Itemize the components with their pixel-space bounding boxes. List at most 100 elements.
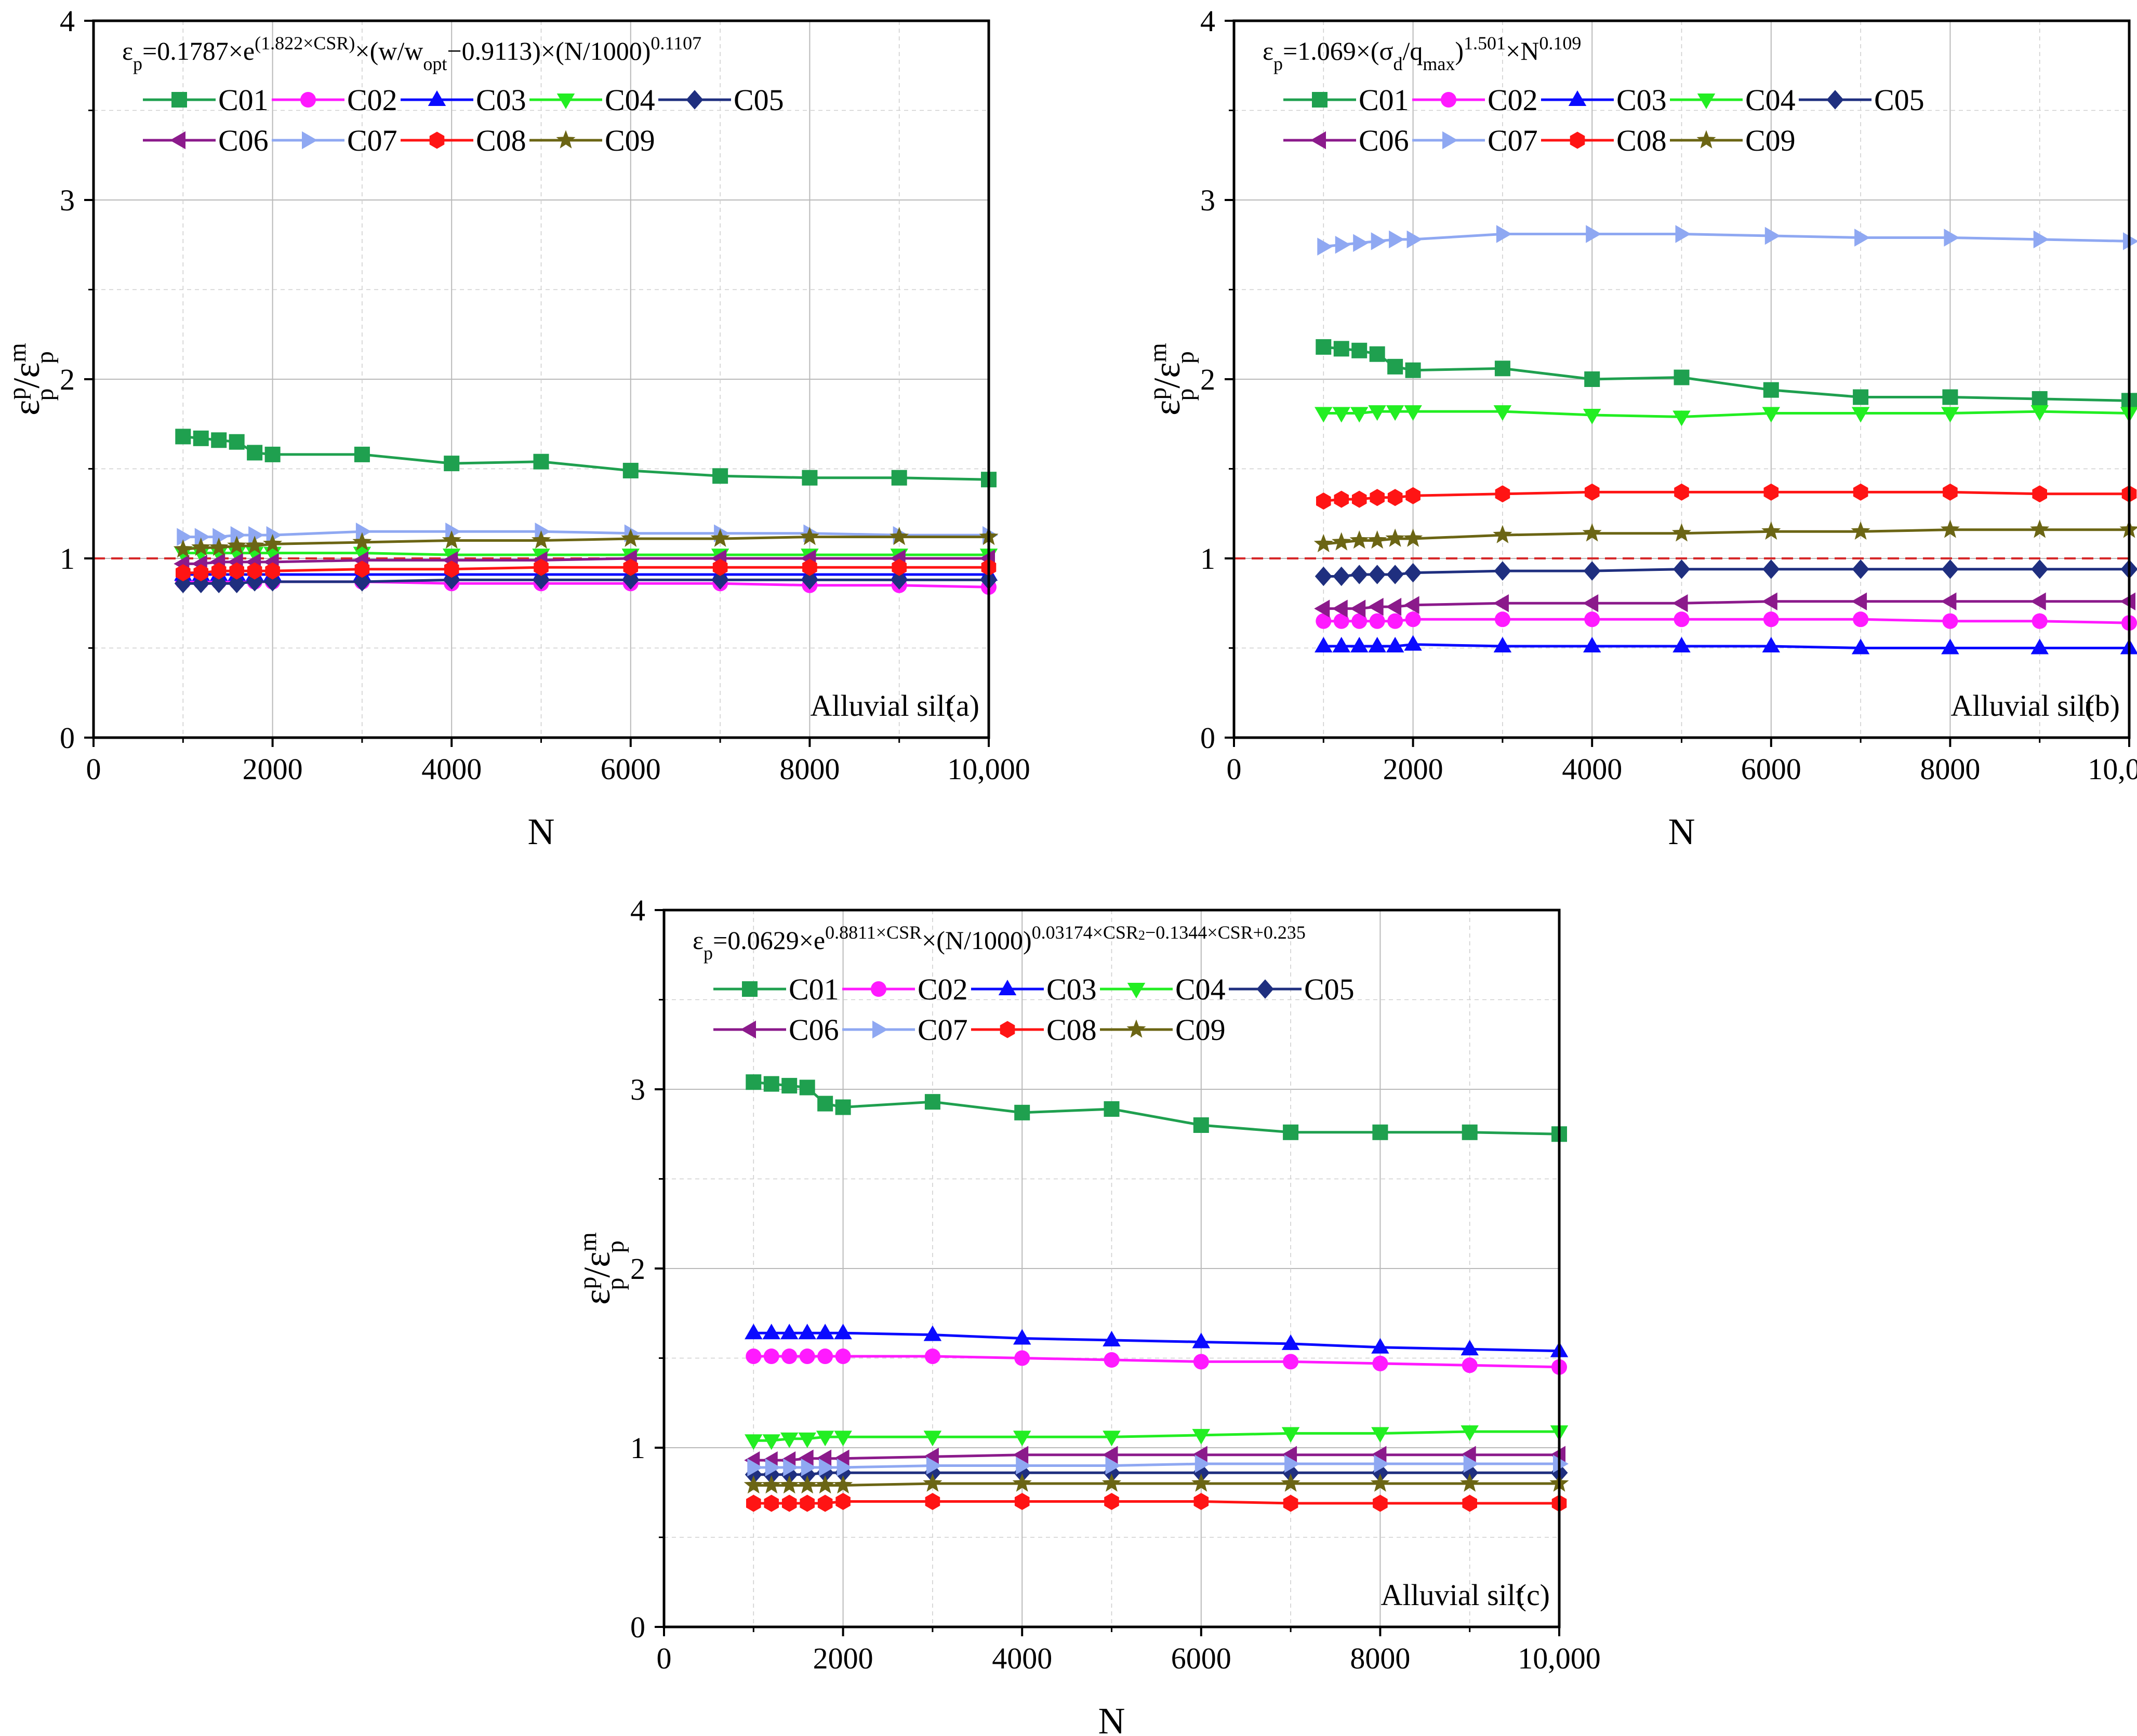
legend-item-C05: C05 <box>658 83 784 117</box>
point-C01-7 <box>1584 371 1600 387</box>
point-C06-4 <box>1386 597 1402 616</box>
x-tick-label: 2000 <box>243 752 303 786</box>
point-C04-11 <box>1371 1427 1389 1443</box>
point-C08-9 <box>1193 1493 1209 1510</box>
point-C02-6 <box>924 1348 940 1365</box>
point-C06-13 <box>2120 592 2135 611</box>
legend-label: C01 <box>789 972 839 1006</box>
point-C08-8 <box>534 558 549 576</box>
point-C02-5 <box>1405 611 1421 627</box>
point-C09-11 <box>800 527 819 545</box>
legend-item-C07: C07 <box>272 124 397 157</box>
legend-marker <box>429 131 445 149</box>
series-C04 <box>1315 405 2137 426</box>
point-C09-5 <box>263 533 283 553</box>
y-axis-label: εpp/εmp <box>574 1232 629 1305</box>
point-C09-8 <box>1101 1473 1122 1492</box>
point-C08-4 <box>247 562 262 580</box>
series-C08 <box>176 558 997 582</box>
point-C02-8 <box>1104 1352 1120 1368</box>
panel-label: (c) <box>1517 1578 1550 1612</box>
point-C04-0 <box>174 546 192 563</box>
point-C01-9 <box>622 462 639 478</box>
legend-label: C02 <box>1488 83 1538 117</box>
point-C07-5 <box>266 526 282 544</box>
point-C08-10 <box>712 558 728 576</box>
point-C07-5 <box>1406 230 1423 249</box>
point-C03-1 <box>1332 637 1351 653</box>
point-C07-4 <box>248 526 264 544</box>
legend-item-C08: C08 <box>401 124 526 157</box>
y-axis-label: εpp/εmp <box>4 343 59 416</box>
point-C08-11 <box>1373 1494 1388 1512</box>
point-C01-8 <box>1674 369 1690 385</box>
point-C03-0 <box>1315 637 1333 653</box>
point-C04-7 <box>1583 409 1601 424</box>
y-tick-label: 3 <box>60 183 75 217</box>
point-C04-5 <box>1404 405 1422 421</box>
point-C09-7 <box>442 530 461 549</box>
point-C04-1 <box>762 1434 781 1450</box>
point-C01-6 <box>1494 360 1510 377</box>
point-C03-9 <box>1192 1332 1211 1348</box>
series-C06 <box>1314 592 2135 618</box>
point-C08-5 <box>1405 487 1421 504</box>
point-C03-12 <box>2030 638 2049 655</box>
y-tick-label: 0 <box>60 721 75 755</box>
point-C05-0 <box>1315 566 1332 586</box>
x-tick-label: 8000 <box>779 752 840 786</box>
legend-item-C06: C06 <box>713 1013 839 1047</box>
point-C04-12 <box>1461 1425 1479 1441</box>
legend-marker <box>1441 92 1456 108</box>
point-C09-0 <box>1313 533 1333 553</box>
y-tick-label: 4 <box>630 893 645 927</box>
point-C07-10 <box>1284 1454 1300 1473</box>
legend-marker <box>1256 979 1274 999</box>
legend-label: C09 <box>1745 124 1796 157</box>
point-C08-9 <box>1763 483 1779 501</box>
point-C06-11 <box>1941 592 1957 611</box>
point-C08-3 <box>800 1494 815 1512</box>
point-C06-1 <box>1332 599 1348 618</box>
point-C01-8 <box>1104 1101 1120 1117</box>
point-C09-9 <box>1761 521 1781 540</box>
point-C07-6 <box>355 523 371 541</box>
legend-item-C03: C03 <box>1541 83 1667 117</box>
series-C01 <box>746 1074 1567 1142</box>
point-C04-6 <box>353 546 371 563</box>
point-C05-9 <box>1762 559 1780 579</box>
series-C09 <box>173 527 999 558</box>
point-C03-3 <box>1368 637 1386 653</box>
point-C08-12 <box>892 558 907 576</box>
x-tick-label: 6000 <box>1741 752 1801 786</box>
legend-item-C05: C05 <box>1229 972 1355 1006</box>
point-C01-0 <box>175 429 191 445</box>
legend-item-C02: C02 <box>272 83 397 117</box>
point-C09-9 <box>621 528 641 547</box>
legend-marker <box>740 1020 756 1039</box>
point-C07-1 <box>1335 236 1351 254</box>
legend-item-C02: C02 <box>1412 83 1538 117</box>
point-C07-1 <box>194 528 210 546</box>
x-tick-label: 8000 <box>1920 752 1980 786</box>
point-C01-7 <box>1014 1104 1030 1120</box>
legend-marker <box>1697 94 1716 109</box>
legend-label: C06 <box>789 1013 839 1047</box>
point-C09-11 <box>1370 1473 1390 1492</box>
point-C01-5 <box>835 1099 851 1115</box>
y-axis-label: εpp/εmp <box>1144 343 1199 416</box>
point-C07-3 <box>230 526 246 544</box>
point-C09-1 <box>191 537 211 556</box>
point-C05-1 <box>1333 566 1350 586</box>
point-C04-10 <box>1851 407 1870 423</box>
legend-marker <box>1696 130 1716 149</box>
point-C08-5 <box>835 1493 851 1510</box>
point-C02-2 <box>781 1348 798 1365</box>
x-tick-label: 0 <box>657 1641 672 1675</box>
legend-marker <box>872 1020 888 1039</box>
x-tick-label: 0 <box>86 752 101 786</box>
point-C08-8 <box>1674 483 1689 501</box>
point-C09-8 <box>1671 523 1692 542</box>
point-C01-6 <box>354 446 370 462</box>
